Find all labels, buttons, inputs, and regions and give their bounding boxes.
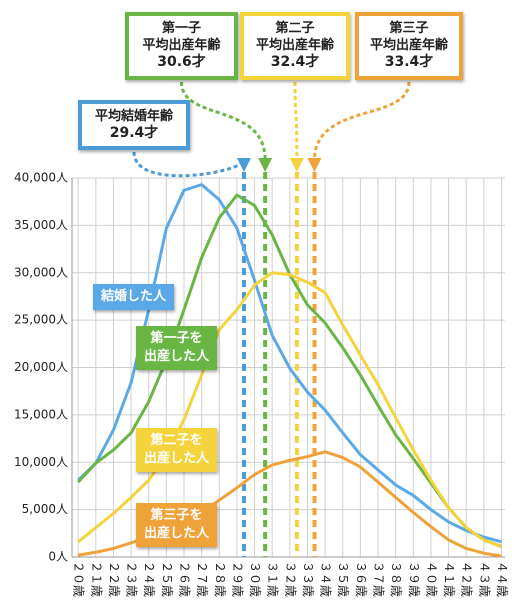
x-tick-label: ３３歳: [301, 561, 315, 597]
callout-value: 29.4才: [109, 125, 159, 141]
callout-title: 第二子 平均出産年齢: [255, 21, 334, 53]
callout-box: 平均結婚年齢 29.4才: [78, 100, 190, 150]
callout-box: 第二子 平均出産年齢 32.4才: [240, 12, 350, 80]
x-tick-label: ３４歳: [319, 561, 333, 597]
x-tick-label: ４０歳: [424, 561, 438, 597]
x-tick-label: ３８歳: [389, 561, 403, 597]
x-tick-label: ２７歳: [195, 561, 209, 597]
x-tick-label: ２６歳: [177, 561, 191, 597]
x-tick-label: ３１歳: [266, 561, 280, 597]
callout-arrow: [293, 81, 299, 161]
x-tick-label: ４１歳: [442, 561, 456, 597]
callout-arrow: [313, 81, 411, 161]
x-tick-label: ２１歳: [89, 561, 103, 597]
x-tick-label: ３０歳: [248, 561, 262, 597]
callout-title: 第一子 平均出産年齢: [142, 21, 221, 53]
x-tick-label: ２２歳: [107, 561, 121, 597]
x-tick-label: ３６歳: [354, 561, 368, 597]
x-tick-label: ３７歳: [372, 561, 386, 597]
legend-label: 第一子を 出産した人: [136, 326, 218, 370]
x-tick-label: ４２歳: [460, 561, 474, 597]
legend-label: 結婚した人: [93, 284, 175, 310]
series-line: [77, 271, 503, 548]
y-tick-label: 10,000人: [14, 455, 68, 469]
y-tick-label: 15,000人: [14, 407, 68, 421]
x-tick-label: ４４歳: [495, 561, 509, 597]
callout-value: 32.4才: [270, 54, 320, 70]
callout-box: 第三子 平均出産年齢 33.4才: [355, 12, 463, 80]
x-tick-label: ２０歳: [72, 561, 86, 597]
callout-title: 平均結婚年齢: [94, 109, 173, 124]
callout-title: 第三子 平均出産年齢: [369, 21, 448, 53]
arrow-head: [307, 158, 322, 172]
x-tick-label: ３５歳: [336, 561, 350, 597]
y-tick-label: 25,000人: [14, 313, 68, 327]
x-tick-label: ２４歳: [142, 561, 156, 597]
callout-value: 33.4才: [384, 54, 434, 70]
x-tick-label: ４３歳: [477, 561, 491, 597]
legend-label: 第二子を 出産した人: [136, 428, 218, 472]
x-tick-label: ２５歳: [160, 561, 174, 597]
callout-arrow: [180, 81, 267, 161]
callout-arrow: [132, 151, 246, 178]
y-tick-label: 5,000人: [22, 502, 68, 516]
y-tick-label: 35,000人: [14, 218, 68, 232]
y-tick-label: 40,000人: [14, 171, 68, 185]
x-tick-label: ３９歳: [407, 561, 421, 597]
legend-label: 第三子を 出産した人: [136, 503, 218, 547]
arrow-head: [289, 158, 304, 172]
y-tick-label: 30,000人: [14, 265, 68, 279]
callout-box: 第一子 平均出産年齢 30.6才: [125, 12, 238, 80]
arrow-head: [258, 158, 273, 172]
x-tick-label: ２９歳: [230, 561, 244, 597]
x-tick-label: ３２歳: [283, 561, 297, 597]
x-tick-label: ２３歳: [125, 561, 139, 597]
x-tick-label: ２８歳: [213, 561, 227, 597]
y-tick-label: 20,000人: [14, 360, 68, 374]
arrow-head: [236, 158, 251, 172]
y-tick-label: 0人: [48, 550, 68, 564]
callout-value: 30.6才: [157, 54, 206, 70]
